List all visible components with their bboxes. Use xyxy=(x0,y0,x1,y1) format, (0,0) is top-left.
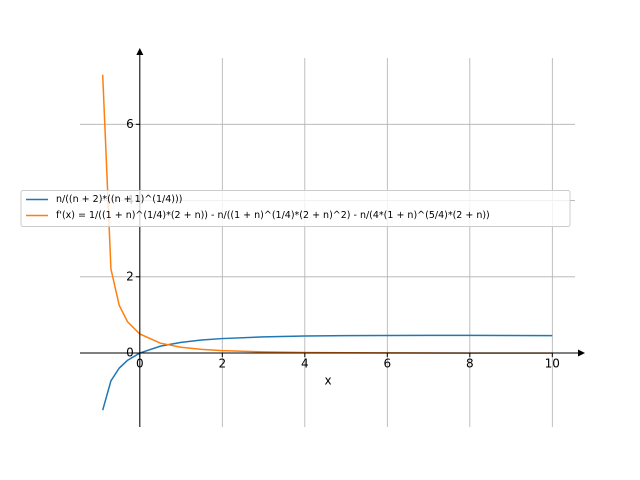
y-tick-label: 2 xyxy=(126,269,134,283)
x-tick-label: 4 xyxy=(301,357,309,371)
axes: 02468100246 xyxy=(80,48,585,427)
grid xyxy=(80,58,575,427)
legend: n/((n + 2)*((n + 1)^(1/4))) f'(x) = 1/((1… xyxy=(20,190,571,227)
x-axis-label: x xyxy=(324,374,331,388)
y-tick-label: 6 xyxy=(126,117,134,131)
legend-label: n/((n + 2)*((n + 1)^(1/4))) xyxy=(56,194,182,205)
x-tick-label: 6 xyxy=(383,357,391,371)
x-tick-label: 2 xyxy=(218,357,226,371)
y-axis-arrow xyxy=(136,48,144,55)
legend-box xyxy=(20,190,571,227)
x-tick-label: 10 xyxy=(545,357,560,371)
x-axis-arrow xyxy=(578,349,585,357)
x-tick-label: 8 xyxy=(466,357,474,371)
series-line xyxy=(101,334,553,411)
legend-label: f'(x) = 1/((1 + n)^(1/4)*(2 + n)) - n/((… xyxy=(56,210,490,221)
lines xyxy=(101,74,553,411)
